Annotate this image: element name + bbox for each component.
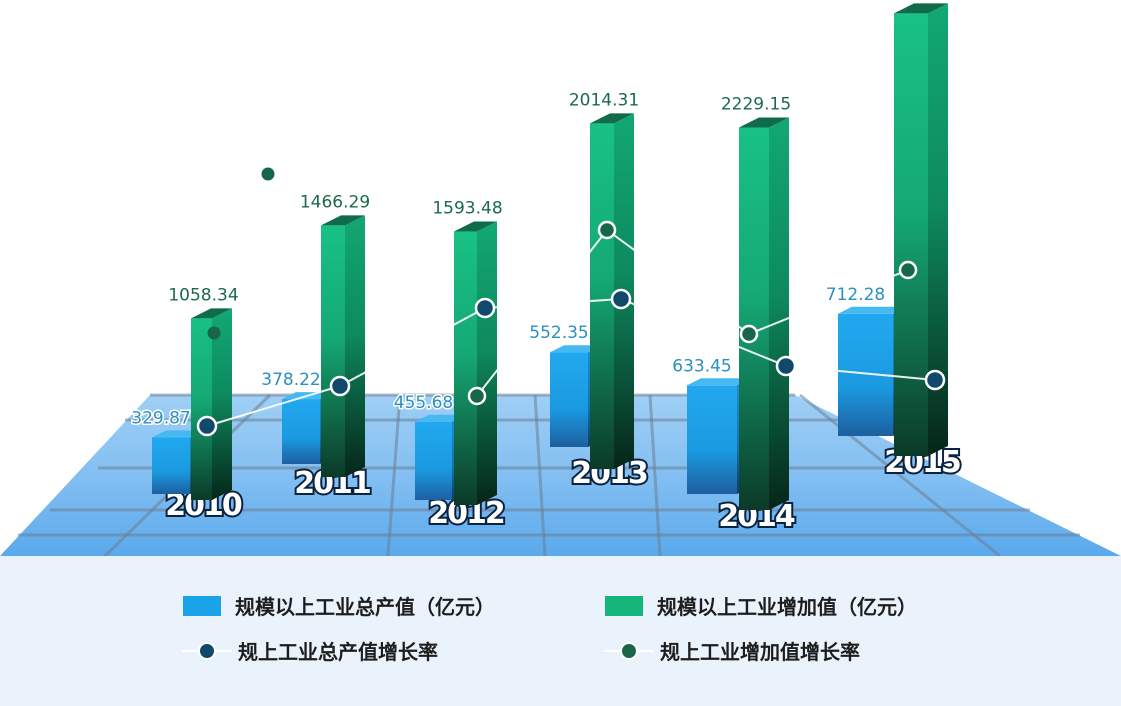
rate-line-segment bbox=[476, 229, 608, 397]
bar-total-output-top bbox=[687, 378, 751, 386]
legend-marker-added-value-growth bbox=[604, 641, 654, 661]
bar-added-value bbox=[739, 117, 789, 511]
bar-total-output-top bbox=[838, 306, 907, 314]
rate-line-segment bbox=[339, 307, 486, 387]
floor-grid-line bbox=[386, 394, 402, 557]
legend-marker-total-output-growth bbox=[182, 641, 232, 661]
bar-added-value-front bbox=[321, 225, 345, 477]
bar-total-output-front bbox=[415, 421, 452, 500]
year-label: 2014 bbox=[718, 499, 795, 534]
bar-added-value bbox=[894, 3, 948, 457]
rate-point-added-value bbox=[261, 167, 275, 181]
bar-added-value-top bbox=[894, 3, 948, 14]
bar-added-value-side bbox=[477, 221, 497, 505]
legend-item-total-output-growth: 规上工业总产值增长率 bbox=[182, 636, 438, 665]
value-label-added-value: 1466.29 bbox=[300, 192, 370, 212]
value-label-total-output: 455.68 bbox=[394, 393, 453, 413]
bar-added-value-front bbox=[191, 318, 212, 500]
bar-added-value-side bbox=[212, 308, 232, 500]
rate-markers bbox=[196, 167, 946, 437]
rate-line-segment bbox=[484, 298, 622, 309]
rate-point-total-output bbox=[196, 415, 218, 437]
bar-added-value-side bbox=[769, 117, 789, 511]
value-labels: 329.87 1058.34 378.22 1466.29 455.68 1593.48 5… bbox=[130, 0, 950, 430]
value-label-total-output: 329.87 bbox=[131, 408, 190, 428]
bar-added-value-front bbox=[454, 231, 477, 505]
bar-added-value bbox=[454, 221, 497, 505]
rate-line-segment bbox=[748, 269, 909, 335]
bar-added-value bbox=[321, 215, 365, 477]
rate-point-total-output bbox=[610, 288, 632, 310]
value-label-total-output: 712.28 bbox=[826, 285, 885, 305]
bar-added-value bbox=[191, 308, 232, 500]
bar-total-output-front bbox=[550, 352, 588, 447]
legend-item-added-value: 规模以上工业增加值（亿元） bbox=[605, 591, 917, 620]
rate-line-segment bbox=[620, 298, 787, 367]
bar-added-value-top bbox=[590, 113, 634, 124]
bar-added-value-front bbox=[894, 13, 928, 457]
value-label-added-value: 2014.31 bbox=[569, 90, 639, 110]
bar-added-value-top bbox=[321, 215, 365, 226]
bar-total-output-top bbox=[550, 345, 602, 353]
value-label-added-value: 2229.15 bbox=[721, 94, 791, 114]
rate-point-total-output bbox=[474, 297, 496, 319]
legend-item-added-value-growth: 规上工业增加值增长率 bbox=[604, 636, 860, 665]
rate-line-segment bbox=[606, 229, 750, 335]
bar-total-output-front bbox=[687, 385, 737, 494]
bars bbox=[152, 3, 948, 511]
legend-swatch-total-output bbox=[183, 595, 221, 616]
bar-total-output-front bbox=[282, 399, 320, 464]
bar-added-value-top bbox=[739, 117, 789, 128]
bar-added-value-front bbox=[739, 127, 769, 511]
value-label-total-output: 633.45 bbox=[672, 356, 731, 376]
value-label-total-output: 378.22 bbox=[261, 370, 320, 390]
rate-line-segment bbox=[785, 365, 936, 381]
legend-item-total-output: 规模以上工业总产值（亿元） bbox=[183, 591, 495, 620]
bar-added-value-top bbox=[454, 221, 497, 232]
floor-grid-line bbox=[533, 394, 547, 557]
legend-swatch-added-value bbox=[605, 595, 643, 616]
legend-label-added-value: 规模以上工业增加值（亿元） bbox=[657, 595, 917, 619]
value-label-added-value: 1593.48 bbox=[432, 199, 502, 219]
bar-added-value-top bbox=[191, 308, 232, 319]
bar-added-value-side bbox=[345, 215, 365, 477]
rate-line-segment bbox=[206, 385, 341, 427]
bar-added-value-side bbox=[928, 3, 948, 457]
legend-label-total-output-growth: 规上工业总产值增长率 bbox=[238, 640, 438, 664]
bar-total-output-front bbox=[152, 437, 190, 494]
legend-label-added-value-growth: 规上工业增加值增长率 bbox=[660, 640, 860, 664]
bar-total-output-top bbox=[415, 414, 466, 422]
bar-added-value-front bbox=[590, 123, 614, 469]
floor-grid-line bbox=[648, 394, 662, 557]
rate-point-added-value bbox=[467, 386, 487, 406]
rate-point-added-value bbox=[898, 260, 918, 280]
legend: 规模以上工业总产值（亿元） 规模以上工业增加值（亿元） 规上工业总产值增长率 规… bbox=[0, 556, 1121, 706]
rate-point-total-output bbox=[329, 375, 351, 397]
rate-point-added-value bbox=[739, 324, 759, 344]
value-label-added-value: 1058.34 bbox=[168, 285, 238, 305]
floor-grid-line bbox=[799, 393, 1001, 558]
rate-point-total-output bbox=[775, 355, 797, 377]
value-label-total-output: 552.35 bbox=[529, 323, 588, 343]
rate-point-added-value bbox=[207, 326, 221, 340]
rate-point-added-value bbox=[597, 220, 617, 240]
legend-label-total-output: 规模以上工业总产值（亿元） bbox=[235, 595, 495, 619]
rate-point-total-output bbox=[924, 369, 946, 391]
